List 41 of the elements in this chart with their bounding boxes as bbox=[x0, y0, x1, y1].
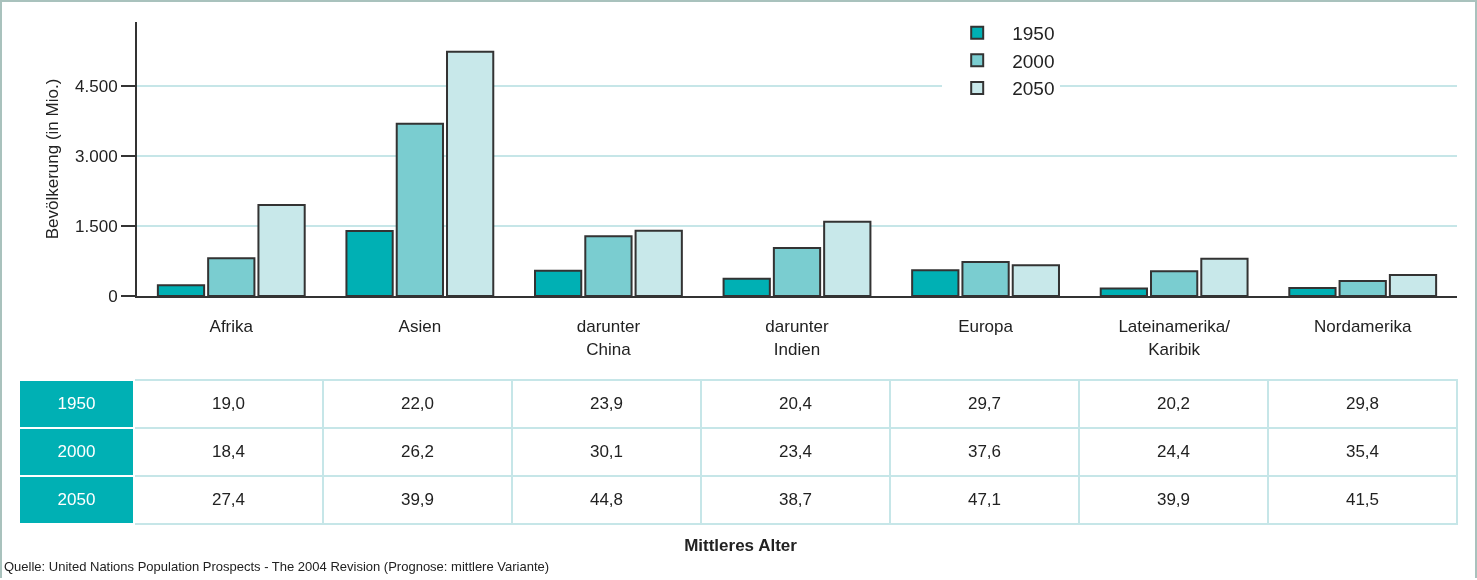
text: 29,8 bbox=[1345, 394, 1380, 413]
legend-label: 2000 bbox=[1012, 50, 1055, 72]
legend-label: 2050 bbox=[1012, 78, 1055, 100]
y-tick-label: 1.500 bbox=[75, 216, 118, 236]
legend-label: 1950 bbox=[1012, 23, 1055, 45]
text: 18,4 bbox=[211, 442, 246, 461]
text: 20,2 bbox=[1156, 394, 1191, 413]
text: 27,4 bbox=[211, 490, 246, 509]
category-label: 1950 bbox=[57, 394, 96, 413]
text: 37,6 bbox=[967, 442, 1002, 461]
text: 44,8 bbox=[589, 490, 624, 509]
text: 19,0 bbox=[211, 394, 246, 413]
source-note: Quelle: United Nations Population Prospects - The 2004 Revision (Prognose: mittlere Variante) bbox=[4, 559, 550, 574]
text: 41,5 bbox=[1345, 490, 1380, 509]
text: Mittleres Alter bbox=[683, 536, 798, 556]
category-label: 2050 bbox=[57, 490, 96, 509]
y-tick-label: 3.000 bbox=[75, 146, 118, 166]
y-tick-label: 4.500 bbox=[75, 76, 118, 96]
text: 20,4 bbox=[778, 394, 813, 413]
text: 23,4 bbox=[778, 442, 813, 461]
text: 38,7 bbox=[778, 490, 813, 509]
text: 24,4 bbox=[1156, 442, 1191, 461]
x-tick-label: darunter Indien bbox=[765, 317, 829, 359]
text: 29,7 bbox=[967, 394, 1002, 413]
x-tick-label: Afrika bbox=[209, 317, 254, 337]
text: 39,9 bbox=[1156, 490, 1191, 509]
x-tick-label: Europa bbox=[958, 317, 1014, 337]
x-tick-label: Nordamerika bbox=[1314, 317, 1412, 337]
x-tick-label: darunter China bbox=[576, 317, 641, 359]
y-axis-title: Bevölkerung (in Mio.) bbox=[43, 78, 63, 240]
x-tick-label: Lateinamerika/ Karibik bbox=[1118, 317, 1231, 359]
text: 35,4 bbox=[1345, 442, 1380, 461]
text: 39,9 bbox=[400, 490, 435, 509]
text: 23,9 bbox=[589, 394, 624, 413]
text: 30,1 bbox=[589, 442, 624, 461]
x-tick-label: Asien bbox=[398, 317, 442, 337]
y-tick-label: 0 bbox=[108, 286, 118, 306]
category-label: 2000 bbox=[57, 442, 96, 461]
text: 26,2 bbox=[400, 442, 435, 461]
text: 47,1 bbox=[967, 490, 1002, 509]
text: 22,0 bbox=[400, 394, 435, 413]
